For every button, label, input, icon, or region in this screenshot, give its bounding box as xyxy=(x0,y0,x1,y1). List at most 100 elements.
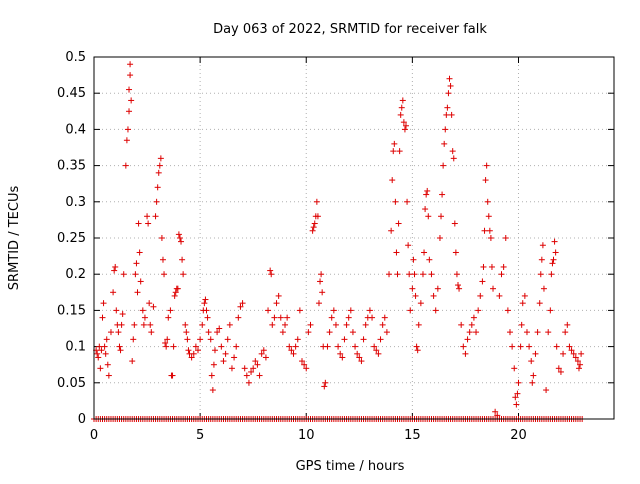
data-point xyxy=(178,238,185,245)
data-point xyxy=(492,408,499,415)
data-point xyxy=(470,314,477,321)
grid-lines xyxy=(94,57,614,419)
data-point xyxy=(288,347,295,354)
data-point xyxy=(526,343,533,350)
data-point xyxy=(315,300,322,307)
data-point xyxy=(396,148,403,155)
data-point xyxy=(397,111,404,118)
data-point xyxy=(347,307,354,314)
data-point xyxy=(314,213,321,220)
y-tick-label: 0.25 xyxy=(57,231,86,246)
data-point xyxy=(102,350,109,357)
y-tick-label: 0.5 xyxy=(65,50,86,65)
data-point xyxy=(444,104,451,111)
data-point xyxy=(487,235,494,241)
data-point xyxy=(538,256,545,263)
data-point xyxy=(547,307,554,314)
data-point xyxy=(137,278,144,285)
data-point xyxy=(550,256,557,263)
data-point xyxy=(537,271,544,278)
data-point xyxy=(414,347,421,354)
data-point xyxy=(140,321,147,328)
data-point xyxy=(406,271,413,278)
data-point xyxy=(575,365,582,372)
data-point xyxy=(170,343,177,350)
data-point xyxy=(319,289,326,296)
data-point xyxy=(477,292,484,299)
data-point xyxy=(447,82,454,89)
data-points xyxy=(91,61,586,422)
data-point xyxy=(245,379,252,386)
data-point xyxy=(401,126,408,133)
x-tick-label: 5 xyxy=(196,428,204,443)
y-tick-label: 0.4 xyxy=(65,122,86,137)
data-point xyxy=(111,267,118,274)
data-point xyxy=(299,358,305,365)
data-point xyxy=(161,271,168,278)
data-point xyxy=(564,321,571,328)
data-point xyxy=(269,321,276,328)
data-point xyxy=(430,292,437,299)
data-point xyxy=(153,198,160,205)
data-point xyxy=(339,354,346,361)
data-point xyxy=(195,347,201,354)
data-point xyxy=(436,235,443,241)
data-point xyxy=(113,307,120,314)
data-point xyxy=(231,354,238,361)
data-point xyxy=(536,300,543,307)
data-point xyxy=(432,307,439,314)
data-point xyxy=(512,394,519,401)
data-point xyxy=(545,329,552,336)
data-point xyxy=(260,347,267,354)
data-point xyxy=(202,296,209,303)
data-point xyxy=(498,271,505,278)
data-point xyxy=(139,307,146,314)
data-point xyxy=(562,329,569,336)
data-point xyxy=(105,372,112,379)
data-point xyxy=(226,321,233,328)
data-point xyxy=(464,336,471,343)
data-point xyxy=(271,314,278,321)
data-point xyxy=(273,300,280,307)
data-point xyxy=(337,350,344,357)
data-point xyxy=(392,198,399,205)
data-point xyxy=(169,372,176,379)
data-point xyxy=(507,329,513,336)
data-point xyxy=(400,119,407,126)
data-point xyxy=(126,108,133,115)
data-point xyxy=(479,278,486,285)
data-point xyxy=(369,314,376,321)
data-point xyxy=(439,191,446,198)
data-point xyxy=(174,285,181,292)
data-point xyxy=(241,365,248,372)
x-tick-label: 15 xyxy=(404,428,421,443)
data-point xyxy=(480,263,487,270)
data-point xyxy=(500,263,507,270)
x-axis-label: GPS time / hours xyxy=(296,459,405,474)
data-point xyxy=(307,321,314,328)
data-point xyxy=(473,329,480,336)
plot-frame xyxy=(93,56,615,420)
data-point xyxy=(509,343,516,350)
data-point xyxy=(197,336,204,343)
data-point xyxy=(218,343,225,350)
data-point xyxy=(443,111,450,118)
data-point xyxy=(95,354,102,361)
data-point xyxy=(239,300,246,307)
y-axis-label: SRMTID / TECUs xyxy=(7,186,22,291)
data-point xyxy=(574,358,581,365)
data-point xyxy=(118,321,125,328)
data-point xyxy=(423,191,430,198)
data-point xyxy=(158,235,165,241)
data-point xyxy=(148,329,155,336)
data-point xyxy=(243,372,250,379)
data-point xyxy=(132,271,139,278)
data-point xyxy=(248,368,255,375)
data-point xyxy=(453,271,460,278)
data-point xyxy=(398,104,405,111)
data-point xyxy=(157,155,164,162)
data-point xyxy=(101,343,108,350)
data-point xyxy=(412,292,419,299)
